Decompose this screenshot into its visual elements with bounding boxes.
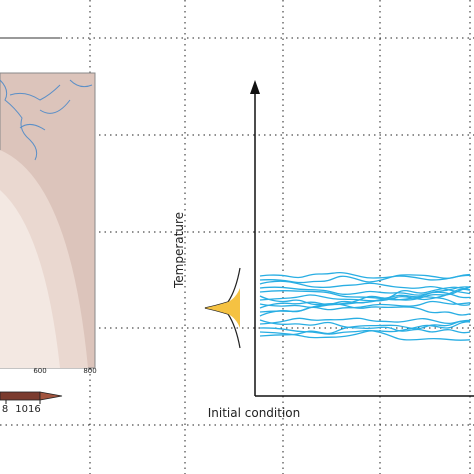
x-axis-label: Initial condition [208,406,301,420]
ensemble-line [259,286,471,299]
ensemble-line [259,319,471,334]
ensemble-line [259,273,471,284]
ensemble-line [259,317,471,325]
schematic: Temperature Initial condition [172,80,474,420]
colorbar: 8 1016 [0,391,63,415]
ensemble-line [259,320,471,337]
colorbar-label: 8 [2,404,8,415]
colorbar-label: 1016 [15,404,40,415]
ensemble-line [259,272,471,281]
ensemble-line [259,286,471,308]
ensemble-lines [259,272,471,341]
ensemble-line [259,300,471,317]
map: 600 800 [0,72,97,375]
ensemble-line [259,280,471,295]
ensemble-line [259,295,471,316]
map-tick-label: 600 [33,367,46,375]
ensemble-line [259,327,471,341]
ensemble-line [259,288,471,302]
y-axis-label: Temperature [172,212,186,289]
map-tick-label: 800 [83,367,96,375]
